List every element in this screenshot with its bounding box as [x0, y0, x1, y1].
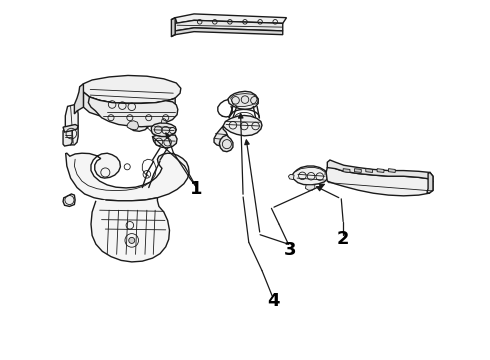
Text: 2: 2	[337, 230, 349, 248]
Polygon shape	[223, 116, 262, 136]
Polygon shape	[152, 135, 177, 148]
Polygon shape	[175, 14, 287, 23]
Polygon shape	[74, 84, 83, 114]
Polygon shape	[326, 166, 433, 196]
Polygon shape	[103, 94, 140, 117]
Polygon shape	[65, 104, 78, 145]
Polygon shape	[343, 169, 350, 172]
Polygon shape	[151, 123, 176, 136]
Polygon shape	[172, 18, 175, 37]
Text: 3: 3	[284, 241, 296, 259]
Polygon shape	[63, 194, 75, 206]
Polygon shape	[128, 118, 149, 131]
Polygon shape	[228, 91, 258, 109]
Polygon shape	[289, 174, 294, 180]
Polygon shape	[88, 97, 178, 127]
Polygon shape	[354, 169, 361, 172]
Polygon shape	[161, 118, 167, 123]
Polygon shape	[389, 169, 395, 172]
Polygon shape	[63, 125, 78, 132]
Polygon shape	[127, 121, 139, 130]
Polygon shape	[82, 76, 181, 103]
Polygon shape	[214, 126, 228, 146]
Polygon shape	[83, 92, 175, 118]
Polygon shape	[366, 169, 372, 172]
Polygon shape	[63, 127, 72, 146]
Polygon shape	[66, 153, 189, 201]
Polygon shape	[427, 172, 433, 193]
Polygon shape	[91, 198, 170, 262]
Polygon shape	[327, 160, 433, 182]
Polygon shape	[175, 20, 283, 31]
Polygon shape	[377, 169, 384, 172]
Polygon shape	[220, 135, 233, 152]
Text: 4: 4	[267, 292, 280, 310]
Polygon shape	[139, 100, 145, 105]
Polygon shape	[231, 94, 257, 107]
Polygon shape	[175, 28, 283, 35]
Text: 1: 1	[190, 180, 202, 198]
Polygon shape	[305, 185, 315, 190]
Polygon shape	[292, 166, 327, 185]
Circle shape	[129, 237, 135, 243]
